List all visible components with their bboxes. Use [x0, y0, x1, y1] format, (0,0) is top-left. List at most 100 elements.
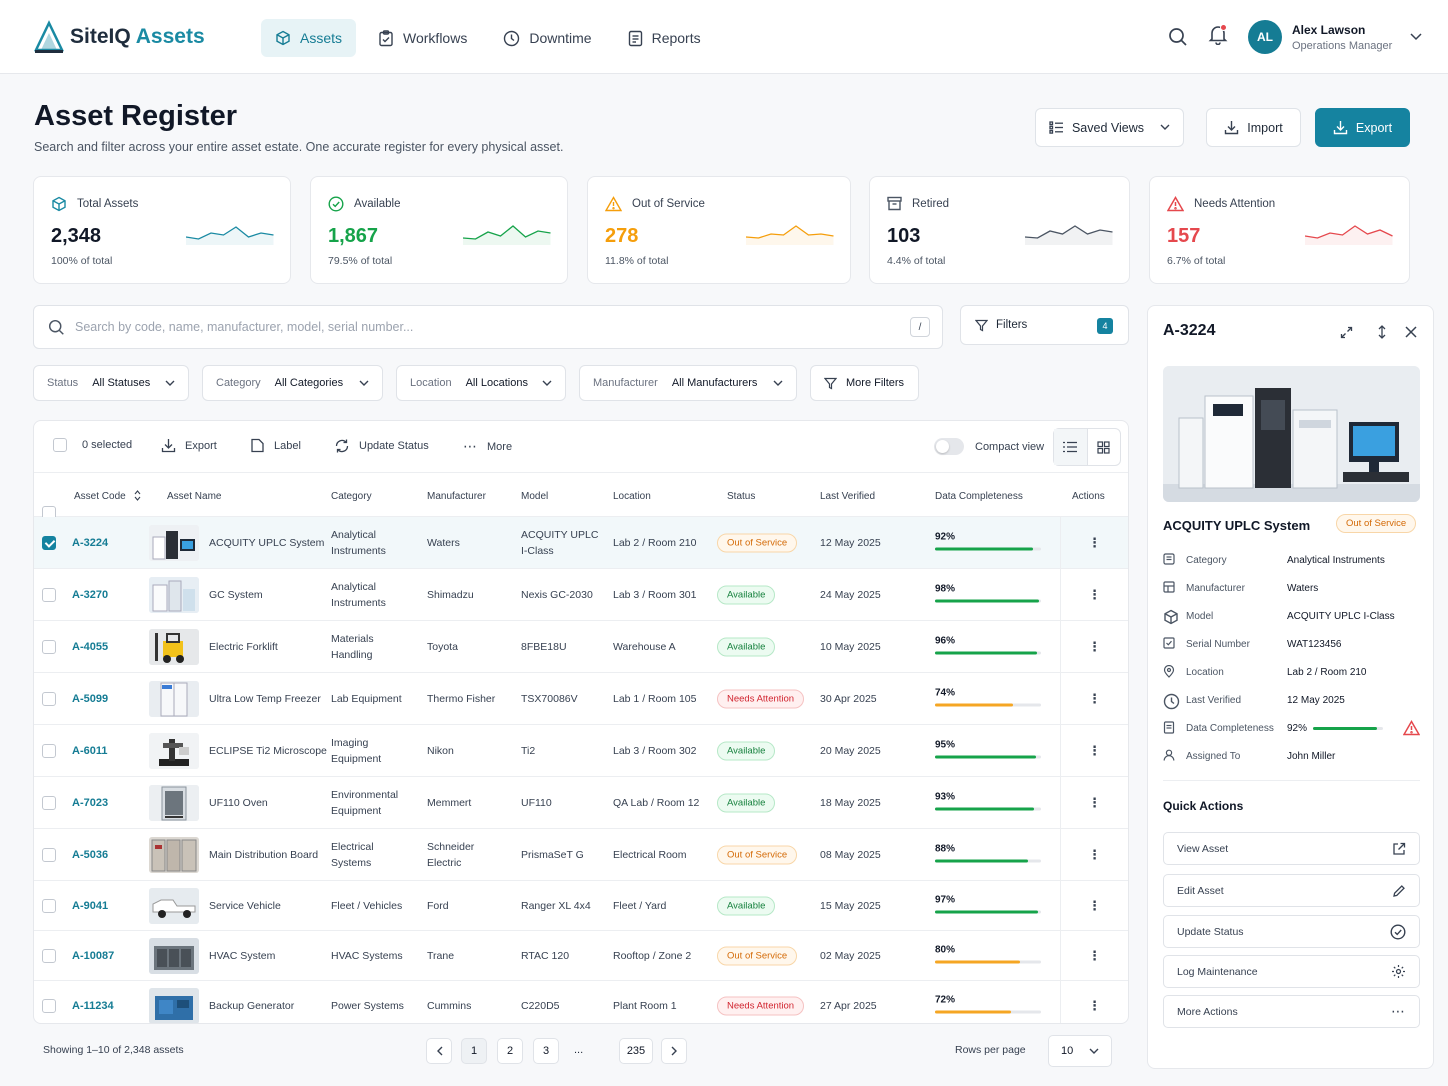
row-actions-icon[interactable]: ⋮: [1088, 742, 1101, 758]
kpi-card[interactable]: Needs Attention 157 6.7% of total: [1149, 176, 1410, 284]
asset-code-link[interactable]: A-7023: [72, 796, 109, 809]
close-icon[interactable]: [1405, 326, 1417, 338]
asset-code-link[interactable]: A-9041: [72, 899, 109, 912]
table-row[interactable]: A-3224 ACQUITY UPLC System Analytical Ins…: [34, 517, 1128, 569]
nav-downtime[interactable]: Downtime: [489, 19, 605, 57]
sort-icon[interactable]: [134, 490, 141, 501]
asset-code-link[interactable]: A-5099: [72, 692, 109, 705]
brand-accent: Assets: [135, 25, 205, 48]
manufacturer-cell: Thermo Fisher: [427, 691, 495, 707]
asset-code-link[interactable]: A-6011: [72, 744, 108, 757]
row-actions-icon[interactable]: ⋮: [1088, 690, 1101, 706]
logo[interactable]: SiteIQ Assets: [34, 20, 205, 54]
row-checkbox[interactable]: [42, 998, 56, 1013]
saved-views-button[interactable]: Saved Views: [1035, 108, 1184, 147]
asset-code-link[interactable]: A-3224: [72, 536, 109, 549]
row-checkbox[interactable]: [42, 795, 56, 810]
asset-name: Backup Generator: [209, 999, 295, 1012]
filter-select-location[interactable]: Location All Locations: [396, 365, 566, 401]
row-actions-icon[interactable]: ⋮: [1088, 534, 1101, 550]
update-status-button[interactable]: Update Status: [334, 438, 429, 454]
completeness-bar: [935, 859, 1041, 862]
rows-per-page-select[interactable]: 10: [1048, 1035, 1112, 1067]
table-row[interactable]: A-11234 Backup Generator Power Systems C…: [34, 981, 1128, 1023]
asset-code-link[interactable]: A-11234: [72, 999, 114, 1012]
table-row[interactable]: A-4055 Electric Forklift Materials Handli…: [34, 621, 1128, 673]
row-actions-icon[interactable]: ⋮: [1088, 586, 1101, 602]
next-page-button[interactable]: [661, 1038, 687, 1064]
row-checkbox[interactable]: [42, 743, 56, 758]
grid-view-button[interactable]: [1088, 429, 1121, 465]
kpi-card[interactable]: Available 1,867 79.5% of total: [310, 176, 568, 284]
filters-button[interactable]: Filters 4: [960, 305, 1129, 345]
page-button[interactable]: 3: [533, 1038, 559, 1064]
row-actions-icon[interactable]: ⋮: [1088, 997, 1101, 1013]
table-row[interactable]: A-10087 HVAC System HVAC Systems Trane R…: [34, 931, 1128, 981]
import-button[interactable]: Import: [1206, 108, 1301, 147]
asset-code-link[interactable]: A-5036: [72, 848, 109, 861]
more-filters-button[interactable]: More Filters: [810, 365, 919, 401]
select-all-checkbox[interactable]: [53, 438, 67, 452]
toggle-switch[interactable]: [934, 438, 964, 455]
nav-assets[interactable]: Assets: [261, 19, 357, 57]
bulk-export-button[interactable]: Export: [161, 438, 217, 453]
sort-arrows-icon[interactable]: [1377, 325, 1387, 339]
compact-view-toggle[interactable]: Compact view: [934, 438, 1044, 455]
filter-select-category[interactable]: Category All Categories: [202, 365, 383, 401]
user-menu[interactable]: AL Alex Lawson Operations Manager: [1248, 20, 1422, 54]
kpi-card[interactable]: Retired 103 4.4% of total: [869, 176, 1130, 284]
quick-action-button[interactable]: More Actions ⋯: [1163, 995, 1420, 1028]
search-icon[interactable]: [1168, 27, 1188, 47]
row-checkbox[interactable]: [42, 691, 56, 706]
prev-page-button[interactable]: [426, 1038, 452, 1064]
quick-action-button[interactable]: Update Status: [1163, 915, 1420, 948]
asset-code-link[interactable]: A-4055: [72, 640, 109, 653]
selected-count: 0 selected: [82, 439, 133, 451]
select-all[interactable]: 0 selected: [53, 438, 132, 452]
asset-code-link[interactable]: A-3270: [72, 588, 109, 601]
kpi-card[interactable]: Total Assets 2,348 100% of total: [33, 176, 291, 284]
row-checkbox[interactable]: [42, 639, 56, 654]
quick-action-button[interactable]: Edit Asset: [1163, 874, 1420, 907]
filter-select-status[interactable]: Status All Statuses: [33, 365, 189, 401]
table-row[interactable]: A-5036 Main Distribution Board Electrica…: [34, 829, 1128, 881]
quick-action-button[interactable]: Log Maintenance: [1163, 955, 1420, 988]
row-actions-icon[interactable]: ⋮: [1088, 846, 1101, 862]
table-row[interactable]: A-9041 Service Vehicle Fleet / Vehicles …: [34, 881, 1128, 931]
page-button[interactable]: 1: [461, 1038, 487, 1064]
notifications-button[interactable]: [1208, 24, 1228, 50]
more-button[interactable]: ⋯ More: [463, 438, 512, 455]
row-checkbox[interactable]: [42, 948, 56, 963]
completeness-cell: 97%: [935, 894, 1041, 913]
cell-line: 8FBE18U: [521, 640, 567, 653]
export-button[interactable]: Export: [1315, 108, 1410, 147]
label-button[interactable]: Label: [250, 438, 301, 453]
row-checkbox[interactable]: [42, 535, 56, 550]
table-row[interactable]: A-6011 ECLIPSE Ti2 Microscope Imaging Equ…: [34, 725, 1128, 777]
asset-code-link[interactable]: A-10087: [72, 949, 115, 962]
detail-row: Last Verified 12 May 2025: [1163, 692, 1420, 710]
completeness-bar: [1313, 727, 1383, 730]
row-actions-icon[interactable]: ⋮: [1088, 638, 1101, 654]
nav-workflows[interactable]: Workflows: [364, 19, 481, 57]
row-checkbox[interactable]: [42, 847, 56, 862]
row-actions-icon[interactable]: ⋮: [1088, 794, 1101, 810]
quick-action-button[interactable]: View Asset: [1163, 832, 1420, 865]
filter-select-manufacturer[interactable]: Manufacturer All Manufacturers: [579, 365, 797, 401]
list-view-button[interactable]: [1054, 429, 1088, 465]
nav-reports[interactable]: Reports: [614, 19, 715, 57]
row-checkbox[interactable]: [42, 587, 56, 602]
page-button[interactable]: 235: [619, 1038, 653, 1064]
table-row[interactable]: A-5099 Ultra Low Temp Freezer Lab Equipm…: [34, 673, 1128, 725]
expand-icon[interactable]: [1340, 326, 1353, 339]
cell-line: Instruments: [331, 544, 386, 557]
page-button[interactable]: 2: [497, 1038, 523, 1064]
table-row[interactable]: A-7023 UF110 Oven Environmental Equipment…: [34, 777, 1128, 829]
row-actions-icon[interactable]: ⋮: [1088, 947, 1101, 963]
row-actions-icon[interactable]: ⋮: [1088, 897, 1101, 913]
row-checkbox[interactable]: [42, 898, 56, 913]
column-header[interactable]: Asset Code: [74, 491, 126, 502]
search-box[interactable]: Search by code, name, manufacturer, mode…: [33, 305, 943, 349]
table-row[interactable]: A-3270 GC System Analytical Instruments S…: [34, 569, 1128, 621]
kpi-card[interactable]: Out of Service 278 11.8% of total: [587, 176, 851, 284]
